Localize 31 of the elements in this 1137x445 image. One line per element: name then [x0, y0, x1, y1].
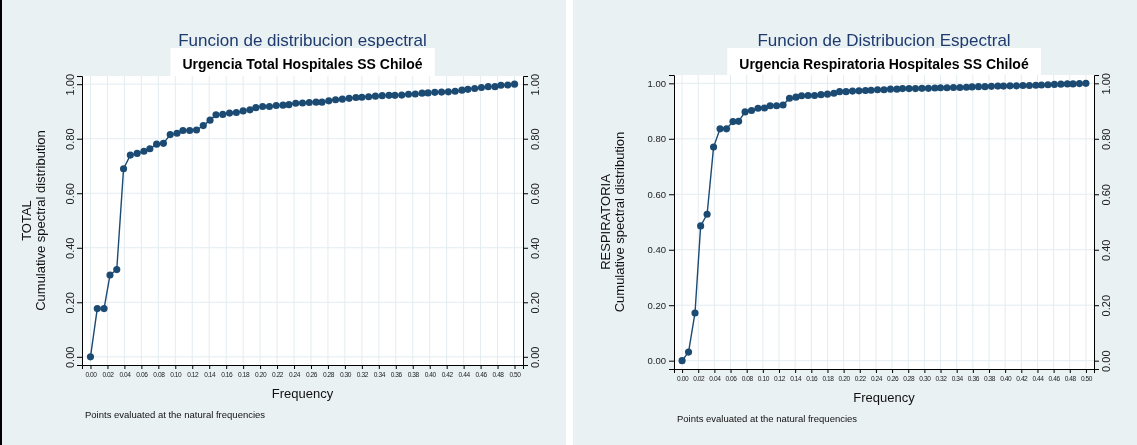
y-tick-label: 0.20 [64, 292, 76, 314]
y2-tick-label: 1.00 [1099, 73, 1112, 95]
text: Points evaluated at the natural frequencies [677, 413, 858, 424]
y2-tick-label: 0.60 [1099, 184, 1112, 206]
y-tick-label: 0.40 [647, 244, 666, 256]
y-tick-label: 0.20 [647, 299, 666, 311]
y-tick-label: 0.60 [647, 188, 666, 200]
y-tick-label: 0.60 [64, 183, 76, 205]
chart-subtitle: Urgencia Total Hospitales SS Chiloé [182, 56, 423, 72]
y-axis-title: TOTAL Cumulative spectral distribution [18, 130, 49, 311]
x-axis-title: Frequency [271, 386, 334, 401]
y-tick-label: 1.00 [647, 77, 666, 89]
chart-subtitle: Urgencia Respiratoria Hospitales SS Chiloé [739, 56, 1029, 72]
y-tick-label: 0.40 [64, 237, 76, 259]
y-tick-label: 0.80 [647, 133, 666, 145]
x-axis-title: Frequency [853, 390, 916, 405]
y-tick-label: 1.00 [64, 73, 76, 96]
y2-tick-label: 0.40 [1099, 239, 1112, 261]
y-axis-title: RESPIRATORIA Cumulative spectral distribution [597, 131, 628, 313]
y2-tick-label: 0.80 [1099, 128, 1112, 150]
chart-title: Funcion de Distribucion Espectral [757, 31, 1011, 50]
y-tick-label: 0.00 [647, 355, 666, 367]
y2-tick-label: 0.60 [528, 183, 541, 205]
text: Points evaluated at the natural frequencies [85, 409, 266, 420]
y2-tick-label: 0.80 [528, 128, 541, 150]
y2-tick-label: 0.20 [1099, 295, 1112, 317]
y2-tick-label: 0.40 [528, 237, 541, 259]
chart-title: Funcion de distribucion espectral [178, 31, 427, 50]
y2-tick-label: 0.20 [528, 292, 541, 314]
y2-tick-label: 1.00 [528, 73, 541, 96]
y-tick-label: 0.80 [64, 128, 76, 150]
